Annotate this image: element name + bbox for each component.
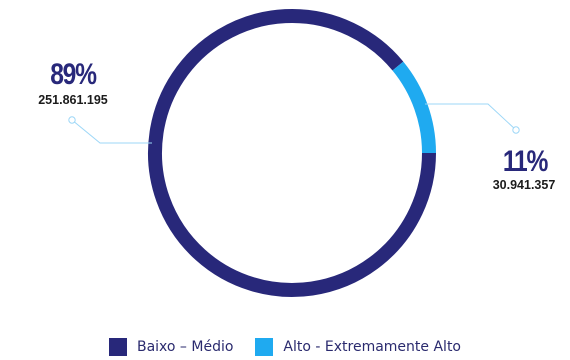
legend: Baixo – Médio Alto - Extremamente Alto <box>0 338 570 356</box>
donut-slice-baixo-medio <box>148 9 436 297</box>
legend-item-baixo-medio: Baixo – Médio <box>108 338 234 356</box>
legend-label-baixo-medio: Baixo – Médio <box>136 339 234 355</box>
donut-slice-alto <box>392 61 436 154</box>
slice-label-percent-alto: 11% <box>502 145 548 178</box>
legend-item-alto: Alto - Extremamente Alto <box>255 338 461 356</box>
legend-label-alto: Alto - Extremamente Alto <box>283 339 461 355</box>
slice-label-count-alto: 30.941.357 <box>492 178 556 192</box>
slice-label-percent-baixo-medio: 89% <box>50 58 97 91</box>
leader-line-right <box>425 103 520 134</box>
legend-swatch-alto <box>255 338 274 356</box>
slice-label-count-baixo-medio: 251.861.195 <box>38 93 108 107</box>
donut-slices <box>148 9 436 297</box>
legend-swatch-baixo-medio <box>108 338 127 356</box>
leader-line-left <box>68 116 152 144</box>
